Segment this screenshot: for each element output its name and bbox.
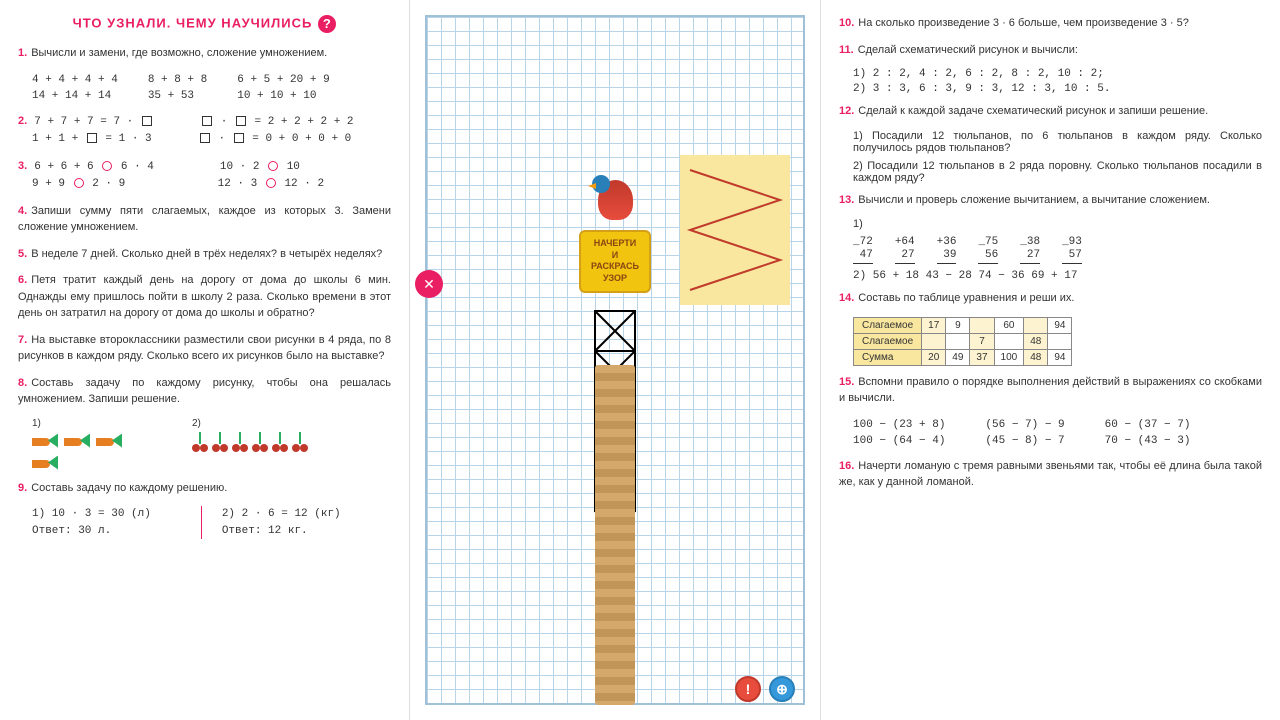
problem-9: 9.Составь задачу по каждому решению.: [18, 480, 391, 497]
problem-12: 12.Сделай к каждой задаче схематический …: [839, 103, 1262, 120]
parrot-figure: НАЧЕРТИИРАСКРАСЬУЗОР: [579, 175, 651, 293]
p11-line1: 1) 2 : 2, 4 : 2, 6 : 2, 8 : 2, 10 : 2;: [853, 68, 1262, 80]
carrots-group: [32, 432, 152, 472]
problem-2: 2. 7 + 7 + 7 = 7 · · = 2 + 2 + 2 + 2 1 +…: [18, 113, 391, 148]
close-icon[interactable]: ✕: [415, 270, 443, 298]
problem-8: 8.Составь задачу по каждому рисунку, что…: [18, 375, 391, 408]
p13-line2: 2) 56 + 18 43 − 28 74 − 36 69 + 17: [853, 270, 1262, 282]
problem-16: 16.Начерти ломаную с тремя равными звень…: [839, 458, 1262, 491]
problem-6: 6.Петя тратит каждый день на дорогу от д…: [18, 272, 391, 322]
p13-columns: _7247+6427+3639_7556_3827_9357: [853, 236, 1262, 264]
problem-5: 5.В неделе 7 дней. Сколько дней в трёх н…: [18, 246, 391, 263]
bottom-icons: ! ⊕: [735, 676, 795, 702]
p12-part2: 2) Посадили 12 тюльпанов в 2 ряда поровн…: [853, 160, 1262, 184]
globe-icon[interactable]: ⊕: [769, 676, 795, 702]
alert-icon[interactable]: !: [735, 676, 761, 702]
problem-14: 14.Составь по таблице уравнения и реши и…: [839, 290, 1262, 307]
page-title: ЧТО УЗНАЛИ. ЧЕМУ НАУЧИЛИСЬ?: [18, 15, 391, 33]
problem-9-math: 1) 10 · 3 = 30 (л)Ответ: 30 л. 2) 2 · 6 …: [32, 506, 391, 539]
cherries-group: [192, 432, 312, 452]
right-page: 10.На сколько произведение 3 · 6 больше,…: [820, 0, 1280, 720]
problem-3: 3. 6 + 6 + 6 6 · 4 10 · 2 10 9 + 9 2 · 9…: [18, 158, 391, 193]
pattern-label: НАЧЕРТИИРАСКРАСЬУЗОР: [579, 230, 651, 293]
left-page: ЧТО УЗНАЛИ. ЧЕМУ НАУЧИЛИСЬ? 1.Вычисли и …: [0, 0, 410, 720]
problem-10: 10.На сколько произведение 3 · 6 больше,…: [839, 15, 1262, 32]
problem-4: 4.Запиши сумму пяти слагаемых, каждое из…: [18, 203, 391, 236]
problem-7: 7.На выставке второклассники разместили …: [18, 332, 391, 365]
problem-1-math: 4 + 4 + 4 + 414 + 14 + 14 8 + 8 + 835 + …: [32, 72, 391, 105]
problem-15: 15.Вспомни правило о порядке выполнения …: [839, 374, 1262, 407]
problem-13: 13.Вычисли и проверь сложение вычитанием…: [839, 192, 1262, 209]
ruler: [595, 365, 635, 705]
problem-1: 1.Вычисли и замени, где возможно, сложен…: [18, 45, 391, 62]
equation-table: Слагаемое1796094 Слагаемое748 Сумма20493…: [853, 317, 1072, 366]
middle-panel: ✕ НАЧЕРТИИРАСКРАСЬУЗОР ! ⊕: [410, 0, 820, 720]
problem-11: 11.Сделай схематический рисунок и вычисл…: [839, 42, 1262, 59]
p15-math: 100 − (23 + 8)100 − (64 − 4) (56 − 7) − …: [853, 417, 1262, 450]
p11-line2: 2) 3 : 3, 6 : 3, 9 : 3, 12 : 3, 10 : 5.: [853, 83, 1262, 95]
problem-8-pictures: 1) 2): [32, 418, 391, 472]
zigzag-pattern: [680, 155, 790, 305]
p12-part1: 1) Посадили 12 тюльпанов, по 6 тюльпанов…: [853, 130, 1262, 154]
question-icon: ?: [318, 15, 336, 33]
